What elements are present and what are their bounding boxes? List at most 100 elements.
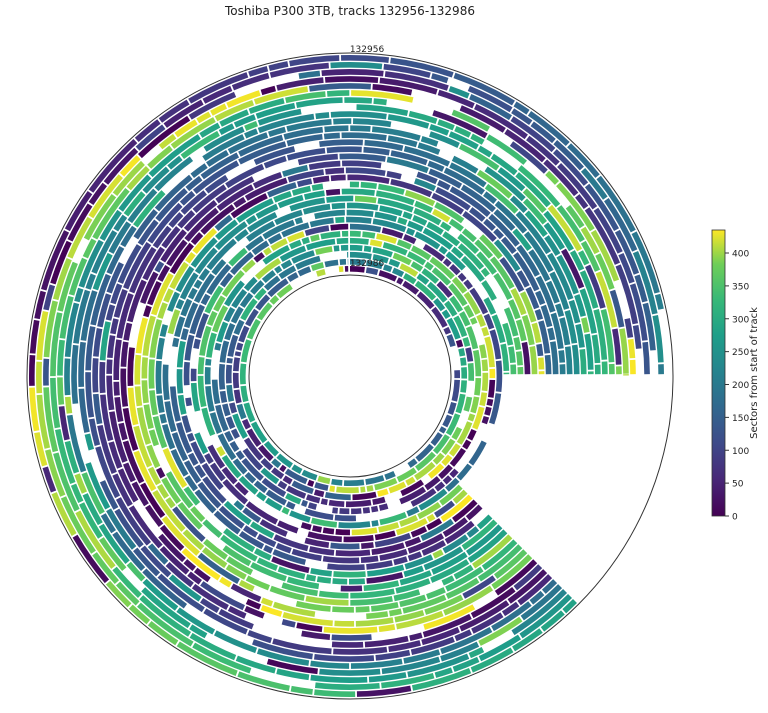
track-segment <box>296 622 323 633</box>
track-segment <box>225 564 247 580</box>
track-segment <box>310 262 325 271</box>
track-segment <box>294 216 304 225</box>
colorbar-tick-label: 0 <box>732 513 738 523</box>
track-segment <box>479 392 488 407</box>
track-segment <box>307 531 342 543</box>
track-segment <box>187 452 199 466</box>
track-segment <box>330 174 346 182</box>
track-segment <box>304 537 330 548</box>
track-segment <box>100 513 116 534</box>
track-segment <box>307 502 318 510</box>
track-segment <box>415 451 436 472</box>
track-segment <box>165 561 194 588</box>
track-segment <box>442 414 453 428</box>
track-segment <box>629 283 648 341</box>
track-segment <box>437 119 455 131</box>
track-segment <box>52 258 72 301</box>
track-segment <box>366 611 389 620</box>
track-segment <box>388 481 407 494</box>
track-segment <box>241 259 256 273</box>
track-segment <box>42 466 57 493</box>
track-segment <box>183 460 202 484</box>
track-segment <box>206 310 218 326</box>
track-segment <box>320 498 328 506</box>
track-segment <box>106 508 137 550</box>
track-segment <box>66 414 87 473</box>
track-segment <box>467 429 477 441</box>
track-segment <box>416 291 435 310</box>
track-segment <box>88 182 108 206</box>
track-segment <box>336 486 359 494</box>
track-segment <box>263 441 279 457</box>
track-segment <box>372 496 386 506</box>
track-segment <box>128 604 151 625</box>
track-segment <box>393 556 408 566</box>
track-segment <box>516 270 530 288</box>
track-segment <box>103 147 139 185</box>
track-segment <box>243 402 256 423</box>
track-segment <box>396 467 417 483</box>
track-segment <box>565 205 585 229</box>
track-segment <box>192 184 227 213</box>
track-segment <box>459 143 500 171</box>
track-segment <box>219 340 230 363</box>
track-segment <box>206 149 229 167</box>
track-segment <box>448 131 479 150</box>
track-segment <box>411 668 472 691</box>
track-segment <box>512 228 532 252</box>
track-segment <box>467 529 508 563</box>
track-segment <box>543 210 574 252</box>
track-segment <box>367 564 405 577</box>
track-segment <box>543 159 579 197</box>
track-segment <box>242 525 259 538</box>
track-segment <box>291 464 303 474</box>
track-segment <box>427 463 445 479</box>
track-segment <box>567 143 600 178</box>
track-segment <box>280 259 293 270</box>
track-segment <box>267 233 283 245</box>
track-segment <box>244 471 257 484</box>
track-segment <box>624 318 634 338</box>
track-segment <box>396 277 404 285</box>
track-segment <box>34 432 48 467</box>
track-segment <box>206 264 232 295</box>
track-segment <box>184 334 195 361</box>
track-segment <box>169 386 182 422</box>
track-segment <box>140 271 159 304</box>
track-segment <box>302 203 331 215</box>
track-segment <box>333 118 352 125</box>
track-segment <box>431 267 452 286</box>
track-segment <box>459 600 510 632</box>
track-segment <box>406 506 420 517</box>
track-segment <box>307 479 315 487</box>
track-segment <box>604 198 638 252</box>
radial-tick-outer: 132956 <box>350 45 385 55</box>
track-segment <box>457 243 485 270</box>
track-segment <box>344 265 349 272</box>
track-segment <box>309 217 334 228</box>
track-segment <box>318 590 349 599</box>
track-segment <box>331 202 346 210</box>
track-segment <box>146 444 161 469</box>
track-segment <box>147 466 161 486</box>
track-segment <box>142 568 188 609</box>
track-segment <box>571 344 580 375</box>
track-segment <box>271 458 282 469</box>
track-segment <box>164 401 177 433</box>
track-segment <box>196 111 212 124</box>
track-segment <box>509 195 528 214</box>
track-segment <box>580 240 601 272</box>
track-segment <box>99 209 122 241</box>
track-segment <box>277 194 304 209</box>
track-segment <box>383 264 393 273</box>
track-segment <box>235 655 276 674</box>
track-segment <box>205 385 215 412</box>
track-segment <box>133 547 161 577</box>
track-segment <box>452 656 480 673</box>
track-segment <box>230 428 240 440</box>
track-segment <box>281 582 318 597</box>
track-segment <box>190 368 197 382</box>
track-segment <box>147 145 173 169</box>
track-segment <box>266 658 318 675</box>
track-segment <box>437 179 451 191</box>
